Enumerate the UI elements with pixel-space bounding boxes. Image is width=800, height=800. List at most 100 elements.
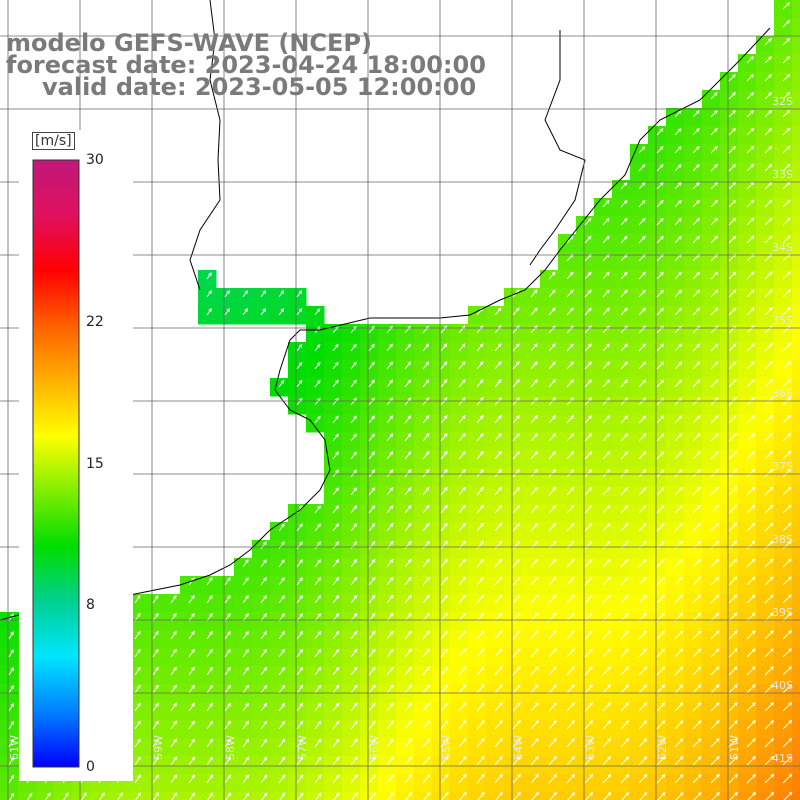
wind-arrow [566, 756, 575, 766]
field-cell [162, 774, 181, 793]
wind-arrow [170, 739, 177, 748]
wind-arrow [710, 666, 720, 676]
wind-arrow [674, 595, 683, 604]
wind-arrow-head [209, 684, 213, 689]
wind-arrow-head [244, 308, 248, 312]
wind-arrow-head [516, 397, 520, 401]
field-cell [504, 738, 523, 757]
wind-arrow-head [371, 630, 376, 635]
wind-arrow [566, 289, 574, 298]
field-cell [468, 342, 487, 361]
wind-arrow-head [371, 523, 376, 527]
wind-arrow [476, 702, 485, 712]
field-cell [162, 702, 181, 721]
field-cell [612, 504, 631, 523]
wind-arrow [386, 415, 393, 424]
field-cell [594, 198, 613, 217]
wind-arrow-head [353, 558, 358, 563]
wind-arrow-head [788, 755, 793, 760]
wind-arrow-head [533, 289, 538, 294]
field-cell [198, 648, 217, 667]
wind-arrow [458, 325, 466, 334]
wind-arrow-head [607, 774, 612, 778]
field-cell [540, 486, 559, 505]
field-cell [486, 558, 505, 577]
wind-arrow-head [191, 792, 196, 797]
field-cell [558, 432, 577, 451]
field-cell [324, 396, 343, 415]
wind-arrow [476, 397, 484, 406]
field-cell [594, 774, 613, 793]
wind-arrow-head [625, 630, 629, 635]
field-cell [558, 324, 577, 343]
wind-arrow-head [317, 702, 322, 707]
field-cell [486, 666, 505, 685]
wind-arrow-head [552, 522, 557, 527]
wind-arrow [404, 361, 411, 370]
wind-arrow-head [715, 648, 720, 653]
wind-arrow [764, 361, 773, 370]
wind-arrow [422, 325, 429, 334]
wind-arrow [512, 523, 520, 532]
wind-arrow-head [696, 145, 700, 150]
wind-arrow [710, 576, 719, 586]
wind-arrow-head [641, 164, 646, 168]
field-cell [288, 558, 307, 577]
wind-arrow-head [209, 577, 213, 582]
wind-arrow [440, 774, 449, 784]
field-cell [594, 432, 613, 451]
field-cell [324, 702, 343, 721]
field-cell [792, 738, 800, 757]
field-cell [576, 324, 595, 343]
wind-arrow-head [173, 792, 178, 797]
field-cell [558, 738, 577, 757]
field-cell [360, 522, 379, 541]
field-cell [558, 612, 577, 631]
wind-arrow [170, 721, 177, 730]
field-cell [630, 450, 649, 469]
field-cell [432, 738, 451, 757]
wind-arrow-head [336, 792, 340, 797]
wind-arrow-head [732, 307, 737, 312]
wind-arrow-head [624, 343, 628, 348]
field-cell [162, 666, 181, 685]
field-cell [666, 576, 685, 595]
wind-arrow [368, 415, 375, 424]
field-cell [504, 576, 523, 595]
wind-arrow [296, 595, 303, 604]
wind-arrow-head [444, 486, 448, 491]
field-cell [432, 396, 451, 415]
field-cell [414, 396, 433, 415]
field-cell [450, 648, 469, 667]
wind-arrow-head [408, 720, 413, 725]
wind-arrow [764, 182, 773, 190]
wind-arrow-head [715, 702, 720, 706]
wind-arrow-head [443, 415, 448, 419]
wind-arrow [530, 720, 539, 730]
wind-arrow-head [335, 541, 340, 545]
wind-arrow [764, 379, 773, 388]
field-cell [180, 720, 199, 739]
field-cell [468, 594, 487, 613]
wind-arrow [134, 649, 141, 658]
wind-arrow [548, 684, 557, 694]
wind-arrow [584, 720, 593, 730]
wind-arrow-head [353, 576, 358, 581]
field-cell [450, 504, 469, 523]
field-cell [612, 198, 631, 217]
wind-arrow-head [426, 684, 431, 689]
wind-arrow [512, 397, 520, 406]
wind-arrow [530, 774, 539, 784]
wind-arrow-head [770, 702, 775, 706]
field-cell [630, 252, 649, 271]
lat-label: 37S [772, 460, 793, 473]
field-cell [486, 378, 505, 397]
field-cell [468, 576, 487, 595]
field-cell [504, 648, 523, 667]
wind-arrow [692, 110, 700, 118]
wind-arrow [620, 433, 628, 442]
wind-arrow-head [516, 612, 521, 617]
wind-arrow-head [245, 774, 250, 779]
field-cell [306, 504, 325, 523]
field-cell [468, 630, 487, 649]
